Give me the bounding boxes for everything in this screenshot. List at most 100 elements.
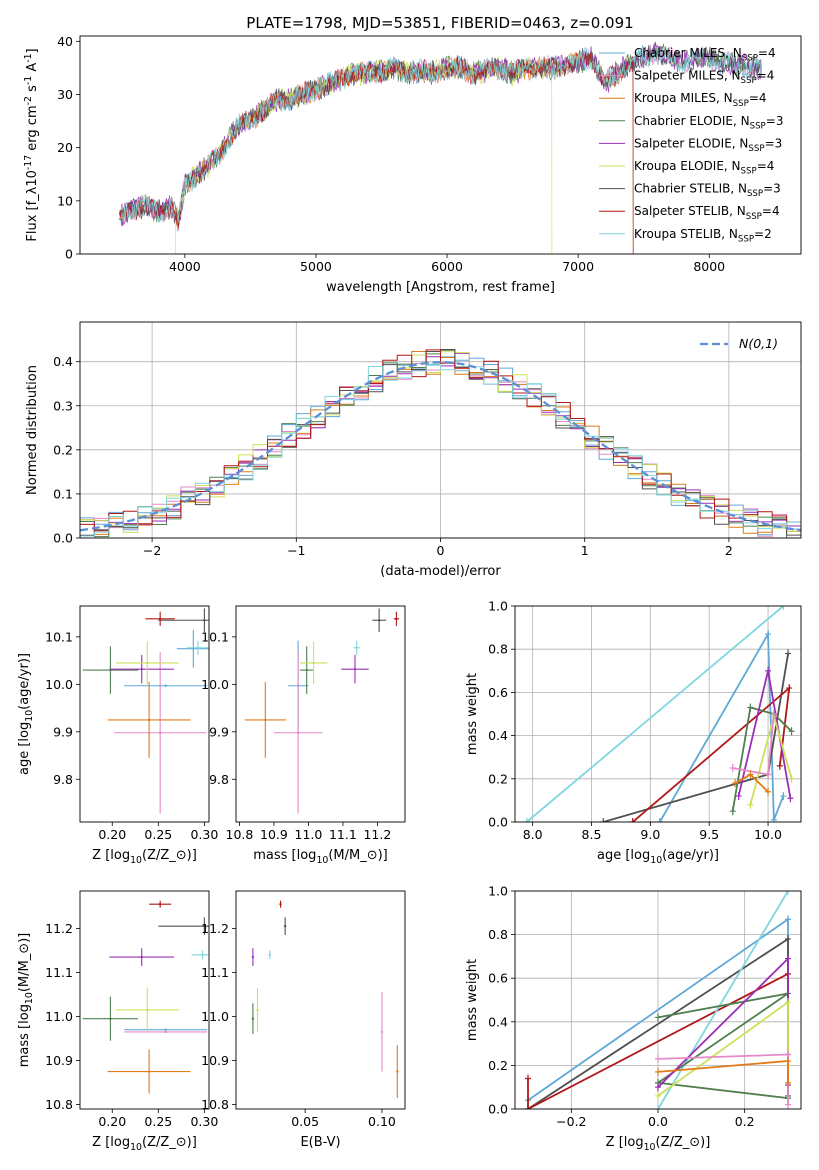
weight-marker-salp_miles [770,710,777,718]
weight-marker-krou_stelib [523,818,530,822]
point-krou_stelib [355,646,358,649]
point-chab_miles [164,1028,167,1031]
point-krou_miles [147,718,151,722]
text-span: 10 [644,1142,656,1153]
weight-line-krou_stelib [657,891,789,1109]
y-tick-label: 9.9 [209,724,229,739]
figure-title: PLATE=1798, MJD=53851, FIBERID=0463, z=0… [246,14,633,32]
weight-marker-chab_elodie [788,727,795,736]
point-krou_miles [264,718,267,722]
text-span: mass weight [465,673,480,755]
point-chab_stelib [377,619,381,622]
point-salp_stelib [158,617,162,621]
weight-marker-krou_stelib [785,891,791,895]
text-span: 10 [650,855,662,866]
x-axis-label: mass [log10(M/M_⊙)] [253,848,388,866]
x-tick-label: 7000 [562,259,594,274]
weight-marker-chab_elodie [747,703,754,712]
axes-frame [514,890,802,1110]
y-tick-label: 11.2 [201,921,229,936]
text-span: Z [log [606,1135,644,1150]
x-axis-label: Z [log10(Z/Z_⊙)] [606,1135,711,1153]
weight-marker-chab_miles [785,915,791,924]
point-salp_elodie [251,955,255,959]
x-tick-label: 6000 [431,259,463,274]
text-span: mass weight [465,959,480,1041]
y-tick-label: 0.8 [488,642,508,657]
x-tick-label: 0.05 [291,1114,319,1129]
text-span: (age/yr)] [662,848,719,863]
weight-marker-chab_elodie [655,1013,661,1022]
weight-line-chab_elodie [655,992,789,1099]
text-span: SSP [747,189,763,199]
weight-marker-chab_elodie [729,807,736,816]
weight-marker-krou_elodie [655,1091,661,1100]
text-span: ] [25,48,40,53]
text-span: (Z/Z_⊙)] [656,1135,711,1150]
text-span: erg cm [25,105,40,154]
text-span: SSP [738,234,754,244]
point-salp_elodie [353,667,357,671]
weight-marker-salp_elodie [735,792,742,801]
y-tick-label: 1.0 [488,599,508,614]
x-axis-label: Z [log10(Z/Z_⊙)] [92,848,197,866]
y-tick-label: 0.4 [488,1014,508,1029]
text-span: =3 [763,182,781,196]
x-tick-label: 4000 [169,259,201,274]
text-span: -1 [23,53,34,62]
plot-area [525,891,791,1109]
y-tick-label: 30 [57,87,73,102]
y-tick-label: 10.0 [201,677,229,692]
x-axis-label: wavelength [Angstrom, rest frame] [326,280,555,295]
y-axis-label: Flux [f_λ10-17 erg cm-2 s-1 A-1] [23,48,40,241]
weight-marker-salp_miles [729,764,736,772]
y-tick-label: 0.8 [488,927,508,942]
axes-frame [79,605,210,823]
text-span: 10 [24,710,35,722]
weight-marker-krou_miles [785,1078,791,1087]
text-span: wavelength [Angstrom, rest frame] [326,280,555,295]
text-span: age [log [597,848,650,863]
point-chab_elodie [109,1017,112,1020]
weight-marker-krou_miles [747,770,754,779]
weight-marker-krou_stelib [655,1105,661,1109]
axes-frame [79,890,210,1110]
x-tick-label: 1 [581,543,589,558]
hist-krou_stelib [80,364,801,537]
y-tick-label: 0.4 [488,728,508,743]
text-span: 10 [130,1142,142,1153]
x-tick-label: 0.0 [648,1114,668,1129]
text-span: age [log [17,722,32,775]
point-chab_miles [164,684,167,687]
weight-marker-salp_elodie [655,1083,661,1092]
text-span: Z [log [92,848,130,863]
y-tick-label: 0 [65,247,73,262]
y-tick-label: 0.2 [488,771,508,786]
y-tick-label: 11.0 [45,1009,73,1024]
weight-marker-salp_miles [765,770,772,779]
text-span: =4 [749,91,767,105]
text-span: SSP [741,76,757,86]
weight-marker-krou_miles [765,787,772,796]
point-krou_elodie [146,661,149,665]
text-span: (Z/Z_⊙)] [142,1135,197,1150]
text-span: (age/yr)] [17,653,32,710]
hist-salp_stelib [80,349,801,532]
legend-label-krou_elodie: Kroupa ELODIE, NSSP=4 [634,159,774,177]
x-tick-label: 2 [725,543,733,558]
text-span: Z [log [92,1135,130,1150]
text-span: Flux [f_λ10 [25,170,40,242]
y-tick-label: 0.0 [488,815,508,830]
weight-marker-krou_elodie [747,800,754,809]
weight-marker-chab_miles [770,815,777,822]
weight-marker-krou_elodie [788,774,795,783]
weight-marker-krou_elodie [785,998,791,1007]
x-tick-label: 8.0 [523,827,543,842]
plot-area [523,606,795,822]
y-axis-label: mass weight [465,673,480,755]
weight-marker-krou_miles [655,1067,661,1076]
text-span: (data-model)/error [380,564,501,579]
y-tick-label: 9.8 [209,772,229,787]
